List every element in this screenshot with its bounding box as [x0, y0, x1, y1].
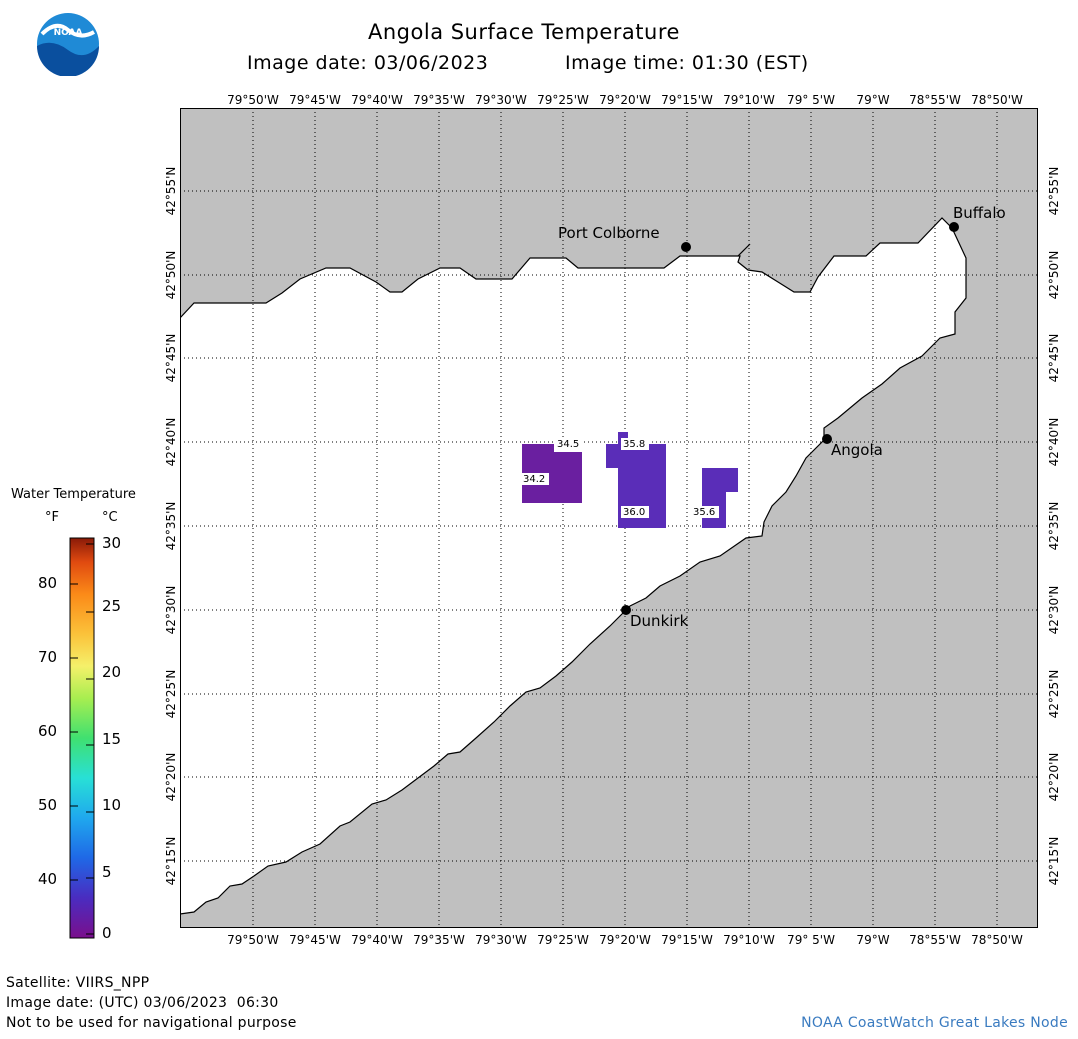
temp-label-bg	[621, 506, 649, 518]
color-scale-fill	[69, 537, 95, 939]
lon-label: 79°40'W	[351, 93, 403, 107]
footer-utc-date: Image date: (UTC) 03/06/2023 06:30	[6, 995, 279, 1011]
lon-label: 78°55'W	[909, 933, 961, 947]
lon-label: 79°10'W	[723, 933, 775, 947]
lon-label: 79°W	[856, 93, 890, 107]
lat-label-right: 42°15'N	[1047, 837, 1061, 886]
legend-c-tick: 0	[102, 924, 112, 942]
temp-label-bg	[621, 438, 649, 450]
legend-f-tick: 60	[38, 722, 58, 740]
lon-label: 79°40'W	[351, 933, 403, 947]
noaa-logo-text: NOAA	[54, 28, 83, 38]
lon-label: 79°25'W	[537, 933, 589, 947]
lat-label-right: 42°55'N	[1047, 167, 1061, 216]
lat-label-right: 42°40'N	[1047, 418, 1061, 467]
lat-label-left: 42°35'N	[164, 502, 178, 551]
lat-label-right: 42°20'N	[1047, 753, 1061, 802]
lat-label-left: 42°40'N	[164, 418, 178, 467]
angola-label: Angola	[831, 441, 883, 459]
legend-c-tick: 25	[102, 597, 122, 615]
temp-label-bg	[555, 438, 581, 450]
lon-label: 78°50'W	[971, 93, 1023, 107]
lon-label: 79°30'W	[475, 93, 527, 107]
legend-f-tick: 70	[38, 648, 58, 666]
map-frame	[180, 108, 1038, 928]
temp-patch-west	[522, 444, 582, 503]
lat-label-left: 42°25'N	[164, 670, 178, 719]
graticule	[180, 108, 1038, 928]
temp-label: 35.8	[623, 439, 645, 450]
footer-credit: NOAA CoastWatch Great Lakes Node	[801, 1015, 1068, 1031]
lon-label: 79°15'W	[661, 93, 713, 107]
legend-c-tick: 15	[102, 730, 122, 748]
lat-label-left: 42°30'N	[164, 586, 178, 635]
legend-c-tick: 20	[102, 663, 122, 681]
lon-label: 79°15'W	[661, 933, 713, 947]
lon-label: 79° 5'W	[787, 933, 835, 947]
legend-unit-f: °F	[45, 510, 59, 525]
buffalo-label: Buffalo	[953, 204, 1006, 222]
dunkirk-label: Dunkirk	[630, 612, 689, 630]
lat-label-left: 42°55'N	[164, 167, 178, 216]
buffalo-marker	[949, 222, 959, 232]
lat-label-left: 42°45'N	[164, 334, 178, 383]
lat-label-left: 42°15'N	[164, 837, 178, 886]
lat-label-right: 42°50'N	[1047, 251, 1061, 300]
temp-label: 35.6	[693, 507, 715, 518]
footer-disclaimer: Not to be used for navigational purpose	[6, 1015, 297, 1031]
legend-f-tick: 80	[38, 574, 58, 592]
temp-label-bg	[691, 506, 719, 518]
legend-c-tick: 10	[102, 796, 122, 814]
lon-label: 78°50'W	[971, 933, 1023, 947]
lat-label-right: 42°30'N	[1047, 586, 1061, 635]
lon-label: 79°20'W	[599, 93, 651, 107]
lon-label: 79°45'W	[289, 933, 341, 947]
map-area: 34.5 34.2 35.8 36.0 35.6 Port Colborne B…	[180, 108, 1038, 928]
angola-marker	[822, 434, 832, 444]
lon-label: 79°25'W	[537, 93, 589, 107]
temp-label-bg	[521, 473, 549, 485]
noaa-logo: NOAA	[37, 13, 99, 76]
lon-label: 79°W	[856, 933, 890, 947]
lon-label: 79°35'W	[413, 93, 465, 107]
temp-label: 34.2	[523, 474, 545, 485]
lon-label: 79°30'W	[475, 933, 527, 947]
legend-f-tick: 50	[38, 796, 58, 814]
legend-title: Water Temperature	[11, 487, 136, 502]
lat-label-left: 42°20'N	[164, 753, 178, 802]
legend-unit-c: °C	[102, 510, 118, 525]
lon-label: 79° 5'W	[787, 93, 835, 107]
lon-label: 79°20'W	[599, 933, 651, 947]
lon-label: 79°10'W	[723, 93, 775, 107]
lat-label-left: 42°50'N	[164, 251, 178, 300]
lon-label: 79°35'W	[413, 933, 465, 947]
lon-label: 79°50'W	[227, 93, 279, 107]
lon-label: 79°45'W	[289, 93, 341, 107]
port-colborne-marker	[681, 242, 691, 252]
port-colborne-label: Port Colborne	[558, 224, 660, 242]
temp-label: 34.5	[557, 439, 579, 450]
image-time: Image time: 01:30 (EST)	[565, 52, 809, 74]
footer-satellite: Satellite: VIIRS_NPP	[6, 975, 150, 991]
temp-patch-center	[606, 432, 666, 528]
lat-label-right: 42°25'N	[1047, 670, 1061, 719]
lat-label-right: 42°35'N	[1047, 502, 1061, 551]
temp-label: 36.0	[623, 507, 645, 518]
lat-label-right: 42°45'N	[1047, 334, 1061, 383]
color-scale-bar	[69, 537, 95, 939]
lon-label: 79°50'W	[227, 933, 279, 947]
image-date: Image date: 03/06/2023	[247, 52, 489, 74]
legend-f-tick: 40	[38, 870, 58, 888]
legend-c-tick: 30	[102, 534, 122, 552]
legend-c-tick: 5	[102, 863, 112, 881]
page-title: Angola Surface Temperature	[368, 20, 680, 44]
dunkirk-marker	[621, 605, 631, 615]
lon-label: 78°55'W	[909, 93, 961, 107]
